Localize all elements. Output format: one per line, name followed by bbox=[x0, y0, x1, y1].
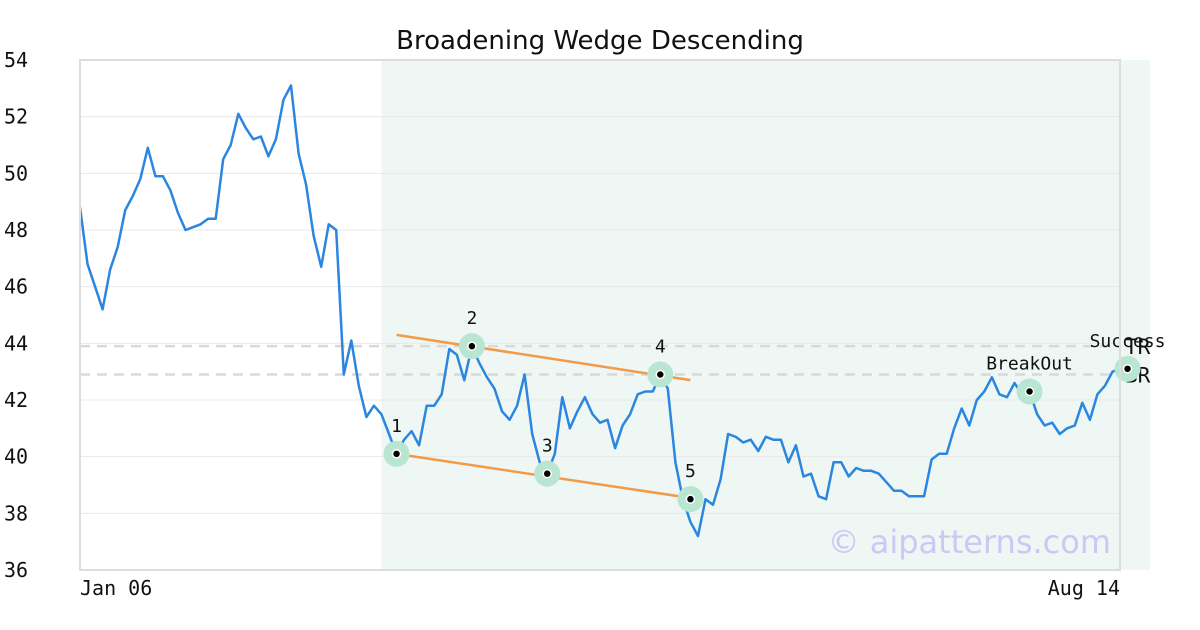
level-label-tr: TR bbox=[1125, 335, 1151, 359]
pivot-dot-success bbox=[1122, 364, 1133, 374]
y-tick-label: 48 bbox=[4, 218, 28, 242]
grid-layer bbox=[80, 116, 1120, 514]
pivot-dot-2 bbox=[467, 341, 477, 351]
upper-trend-line bbox=[396, 333, 691, 382]
plot-frame bbox=[79, 59, 1121, 571]
chart-title: Broadening Wedge Descending bbox=[396, 26, 804, 56]
pivot-label-3: 3 bbox=[542, 436, 553, 457]
y-tick-label: 44 bbox=[4, 331, 28, 355]
y-tick-label: 40 bbox=[4, 445, 28, 469]
pivot-label-breakout: BreakOut bbox=[986, 354, 1073, 375]
pivot-dot-5 bbox=[685, 494, 696, 504]
pivot-dot-breakout bbox=[1024, 386, 1035, 397]
y-tick-label: 38 bbox=[4, 501, 28, 525]
pivot-label-1: 1 bbox=[391, 416, 402, 437]
x-tick-label: Aug 14 bbox=[1048, 576, 1120, 600]
pattern-region-band bbox=[381, 60, 1151, 570]
pivot-dot-3 bbox=[542, 468, 552, 479]
pivot-label-2: 2 bbox=[466, 308, 477, 329]
pivot-markers-layer: 1 2 3 4 5 BreakOut Success bbox=[383, 308, 1166, 513]
pattern-region-layer bbox=[381, 60, 1151, 570]
pivot-label-5: 5 bbox=[685, 461, 696, 482]
pivot-dot-1 bbox=[391, 449, 402, 459]
pivot-label-success: Success bbox=[1090, 331, 1166, 352]
y-tick-label: 52 bbox=[4, 105, 28, 129]
y-tick-label: 42 bbox=[4, 388, 28, 412]
y-tick-label: 46 bbox=[4, 275, 28, 299]
pivot-dot-4 bbox=[655, 369, 666, 380]
price-series-line bbox=[78, 84, 1121, 538]
x-tick-label: Jan 06 bbox=[80, 576, 152, 600]
y-tick-label: 36 bbox=[4, 558, 28, 582]
watermark: © aipatterns.com bbox=[828, 523, 1111, 561]
y-tick-label: 50 bbox=[4, 161, 28, 185]
price-series-layer bbox=[78, 84, 1121, 538]
pivot-label-4: 4 bbox=[655, 337, 666, 358]
y-tick-label: 54 bbox=[4, 48, 28, 72]
